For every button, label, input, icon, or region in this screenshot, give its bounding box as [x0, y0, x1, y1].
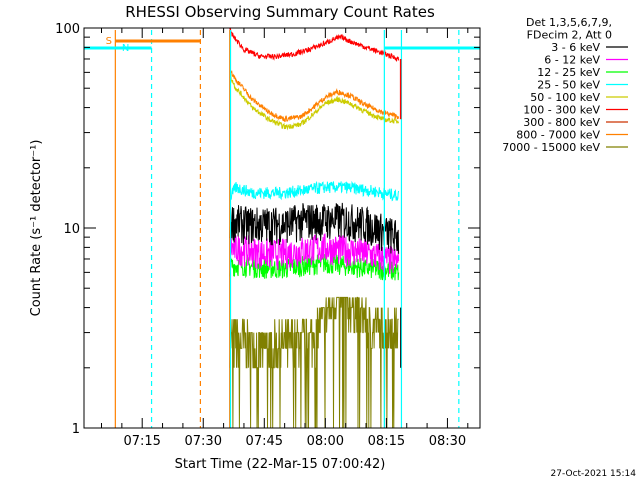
series-line — [229, 180, 400, 202]
legend-label: 300 - 800 keV — [523, 116, 600, 129]
legend-label: 12 - 25 keV — [537, 66, 600, 79]
legend-label: 800 - 7000 keV — [516, 129, 600, 142]
y-tick-label: 100 — [55, 22, 80, 37]
x-tick-label: 07:45 — [246, 434, 283, 449]
y-tick-label: 1 — [72, 422, 80, 437]
axes: 1 10 100 07:15 07:30 07:45 08:00 08:15 08:30 — [55, 22, 481, 449]
legend-header: Det 1,3,5,6,7,9, — [526, 16, 612, 29]
x-tick-label: 08:30 — [429, 434, 466, 449]
series-line — [229, 296, 399, 429]
chart-title: RHESSI Observing Summary Count Rates — [125, 3, 435, 21]
night-annotation: N — [122, 43, 129, 54]
series-line — [229, 233, 400, 275]
legend-label: 25 - 50 keV — [537, 79, 600, 92]
legend-label: 100 - 300 keV — [523, 104, 600, 117]
legend-label: 3 - 6 keV — [551, 41, 600, 54]
x-tick-label: 07:30 — [185, 434, 222, 449]
series-line — [229, 70, 400, 123]
x-axis-label: Start Time (22-Mar-15 07:00:42) — [175, 457, 386, 472]
footer-timestamp: 27-Oct-2021 15:14 — [551, 469, 637, 479]
series-line — [229, 202, 400, 254]
x-tick-label: 07:15 — [123, 434, 160, 449]
legend-label: 7000 - 15000 keV — [502, 141, 600, 154]
series-line — [229, 27, 400, 62]
legend: Det 1,3,5,6,7,9,FDecim 2, Att 03 - 6 keV… — [502, 16, 628, 154]
legend-label: 50 - 100 keV — [530, 91, 600, 104]
x-tick-label: 08:15 — [368, 434, 405, 449]
plot-area: SN — [84, 27, 480, 429]
x-tick-label: 08:00 — [307, 434, 344, 449]
saa-annotation: S — [106, 36, 112, 47]
series-line — [229, 74, 400, 131]
y-tick-label: 10 — [63, 222, 80, 237]
legend-label: 6 - 12 keV — [544, 54, 600, 67]
series-line — [229, 253, 400, 281]
legend-header: FDecim 2, Att 0 — [527, 29, 612, 42]
y-axis-label: Count Rate (s⁻¹ detector⁻¹) — [29, 140, 44, 317]
